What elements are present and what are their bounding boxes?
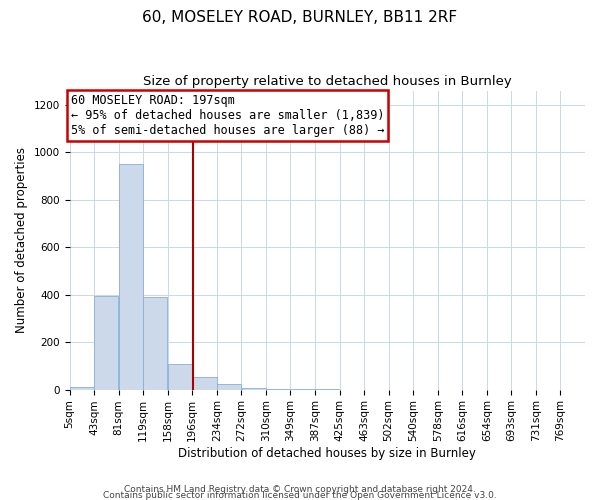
Bar <box>193 376 217 390</box>
Text: 60, MOSELEY ROAD, BURNLEY, BB11 2RF: 60, MOSELEY ROAD, BURNLEY, BB11 2RF <box>142 10 458 25</box>
Bar <box>242 388 266 390</box>
Y-axis label: Number of detached properties: Number of detached properties <box>15 147 28 333</box>
X-axis label: Distribution of detached houses by size in Burnley: Distribution of detached houses by size … <box>178 447 476 460</box>
Text: 60 MOSELEY ROAD: 197sqm
← 95% of detached houses are smaller (1,839)
5% of semi-: 60 MOSELEY ROAD: 197sqm ← 95% of detache… <box>71 94 385 137</box>
Bar <box>119 164 143 390</box>
Bar <box>217 384 241 390</box>
Bar <box>94 296 118 390</box>
Text: Contains public sector information licensed under the Open Government Licence v3: Contains public sector information licen… <box>103 490 497 500</box>
Bar <box>168 364 192 390</box>
Text: Contains HM Land Registry data © Crown copyright and database right 2024.: Contains HM Land Registry data © Crown c… <box>124 484 476 494</box>
Bar <box>266 389 290 390</box>
Title: Size of property relative to detached houses in Burnley: Size of property relative to detached ho… <box>143 75 512 88</box>
Bar <box>143 297 167 390</box>
Bar <box>70 387 94 390</box>
